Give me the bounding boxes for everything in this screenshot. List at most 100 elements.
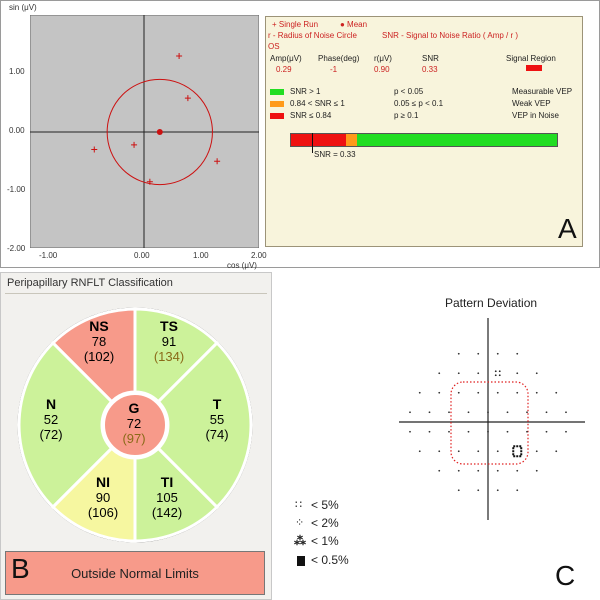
single-run-point bbox=[214, 158, 221, 165]
snr-header: SNR bbox=[422, 54, 439, 63]
measurable-swatch bbox=[270, 89, 284, 95]
noise-swatch bbox=[270, 113, 284, 119]
panel-letter-b: B bbox=[11, 553, 30, 584]
p-range: 0.05 ≤ p < 0.1 bbox=[394, 99, 444, 108]
normal-point bbox=[487, 411, 489, 414]
legend-05-label: < 0.5% bbox=[311, 553, 349, 567]
normal-point bbox=[526, 411, 528, 414]
weak-swatch bbox=[270, 101, 284, 107]
snr-marker bbox=[312, 133, 313, 153]
phase-header: Phase(deg) bbox=[318, 54, 360, 63]
normal-point bbox=[467, 430, 470, 433]
normal-point bbox=[418, 450, 421, 453]
normal-point bbox=[506, 430, 509, 433]
normal-point bbox=[418, 391, 421, 394]
x-axis-label: cos (μV) bbox=[227, 261, 257, 270]
normal-point bbox=[477, 372, 480, 375]
legend-5-icon: ∷ bbox=[295, 499, 302, 511]
y-tick: 1.00 bbox=[9, 67, 25, 76]
sector-ts: TS 91 (134) bbox=[153, 318, 185, 365]
snr-value: 0.33 bbox=[422, 65, 438, 74]
single-run-point bbox=[184, 95, 191, 102]
panel-letter-a: A bbox=[558, 213, 577, 244]
normal-point bbox=[555, 391, 558, 394]
snr-range: SNR ≤ 0.84 bbox=[290, 111, 332, 120]
sector-t-wedge bbox=[17, 340, 114, 510]
normal-point bbox=[457, 469, 460, 472]
normal-point bbox=[516, 352, 519, 355]
normal-point bbox=[477, 352, 480, 355]
signal-region-header: Signal Region bbox=[506, 54, 556, 63]
y-tick: 0.00 bbox=[9, 126, 25, 135]
normal-point bbox=[487, 430, 489, 433]
normal-point bbox=[516, 391, 519, 394]
legend-5-label: < 5% bbox=[311, 498, 339, 512]
r-value: 0.90 bbox=[374, 65, 390, 74]
normal-point bbox=[438, 469, 441, 472]
sector-ns: NS 78 (102) bbox=[83, 318, 115, 365]
radius-description: r - Radius of Noise Circle bbox=[268, 31, 357, 40]
defect-p1-mark bbox=[512, 445, 523, 458]
normal-point bbox=[409, 430, 411, 433]
normal-point bbox=[457, 391, 460, 394]
panel-letter-c: C bbox=[555, 560, 576, 591]
normal-point bbox=[535, 391, 538, 394]
y-axis-label: sin (μV) bbox=[9, 3, 37, 12]
single-run-point bbox=[131, 141, 138, 148]
normal-point bbox=[526, 430, 528, 433]
rnflt-sector-chart bbox=[17, 307, 253, 543]
normal-point bbox=[545, 430, 548, 433]
normal-point bbox=[496, 391, 499, 394]
snr-range: SNR > 1 bbox=[290, 87, 321, 96]
normal-point bbox=[448, 411, 450, 414]
defect-p5-mark bbox=[494, 374, 497, 377]
normal-point bbox=[477, 469, 480, 472]
normal-point bbox=[516, 469, 519, 472]
visual-field-panel: Pattern Deviation ∷ < 5% ⁘ < 2% ⁂ < 1% <… bbox=[285, 278, 600, 600]
category-label: Measurable VEP bbox=[512, 87, 573, 96]
legend-2-icon: ⁘ bbox=[295, 517, 305, 529]
normal-point bbox=[496, 489, 499, 492]
x-tick: -1.00 bbox=[39, 251, 58, 260]
normal-point bbox=[438, 391, 441, 394]
normal-point bbox=[467, 411, 470, 414]
x-tick: 1.00 bbox=[193, 251, 209, 260]
normal-point bbox=[535, 450, 538, 453]
normal-point bbox=[516, 489, 519, 492]
normal-point bbox=[477, 450, 480, 453]
sector-ni-wedge bbox=[133, 446, 220, 543]
category-label: Weak VEP bbox=[512, 99, 551, 108]
sector-ts-wedge bbox=[50, 307, 137, 404]
legend-1-icon: ⁂ bbox=[294, 534, 306, 548]
sector-t: T 55 (74) bbox=[205, 396, 229, 443]
pattern-deviation-title: Pattern Deviation bbox=[445, 296, 538, 310]
title-divider bbox=[5, 293, 267, 294]
noise-circle-plot bbox=[30, 15, 259, 248]
normal-point bbox=[457, 450, 460, 453]
normal-point bbox=[496, 352, 499, 355]
classification-result-label: Outside Normal Limits bbox=[71, 566, 199, 581]
normal-point bbox=[555, 450, 558, 453]
normal-point bbox=[496, 469, 499, 472]
eye-label: OS bbox=[268, 42, 280, 51]
central-field-outline bbox=[450, 381, 529, 465]
legend-1-label: < 1% bbox=[311, 534, 339, 548]
normal-point bbox=[535, 469, 538, 472]
measurable-segment bbox=[357, 134, 557, 146]
normal-point bbox=[428, 430, 431, 433]
x-tick: 0.00 bbox=[134, 251, 150, 260]
classification-result: Outside Normal Limits bbox=[5, 551, 265, 595]
normal-point bbox=[545, 411, 548, 414]
y-tick: -2.00 bbox=[7, 244, 26, 253]
category-label: VEP in Noise bbox=[512, 111, 559, 120]
normal-point bbox=[438, 450, 441, 453]
signal-region-swatch bbox=[526, 65, 542, 71]
defect-p5-mark bbox=[498, 374, 501, 377]
rnflt-title: Peripapillary RNFLT Classification bbox=[7, 277, 173, 289]
sector-n-wedge bbox=[156, 340, 253, 510]
normal-point bbox=[428, 411, 431, 414]
sector-g: G 72 (97) bbox=[122, 400, 146, 447]
single-run-point bbox=[176, 52, 183, 59]
normal-point bbox=[496, 450, 499, 453]
y-tick: -1.00 bbox=[7, 185, 26, 194]
